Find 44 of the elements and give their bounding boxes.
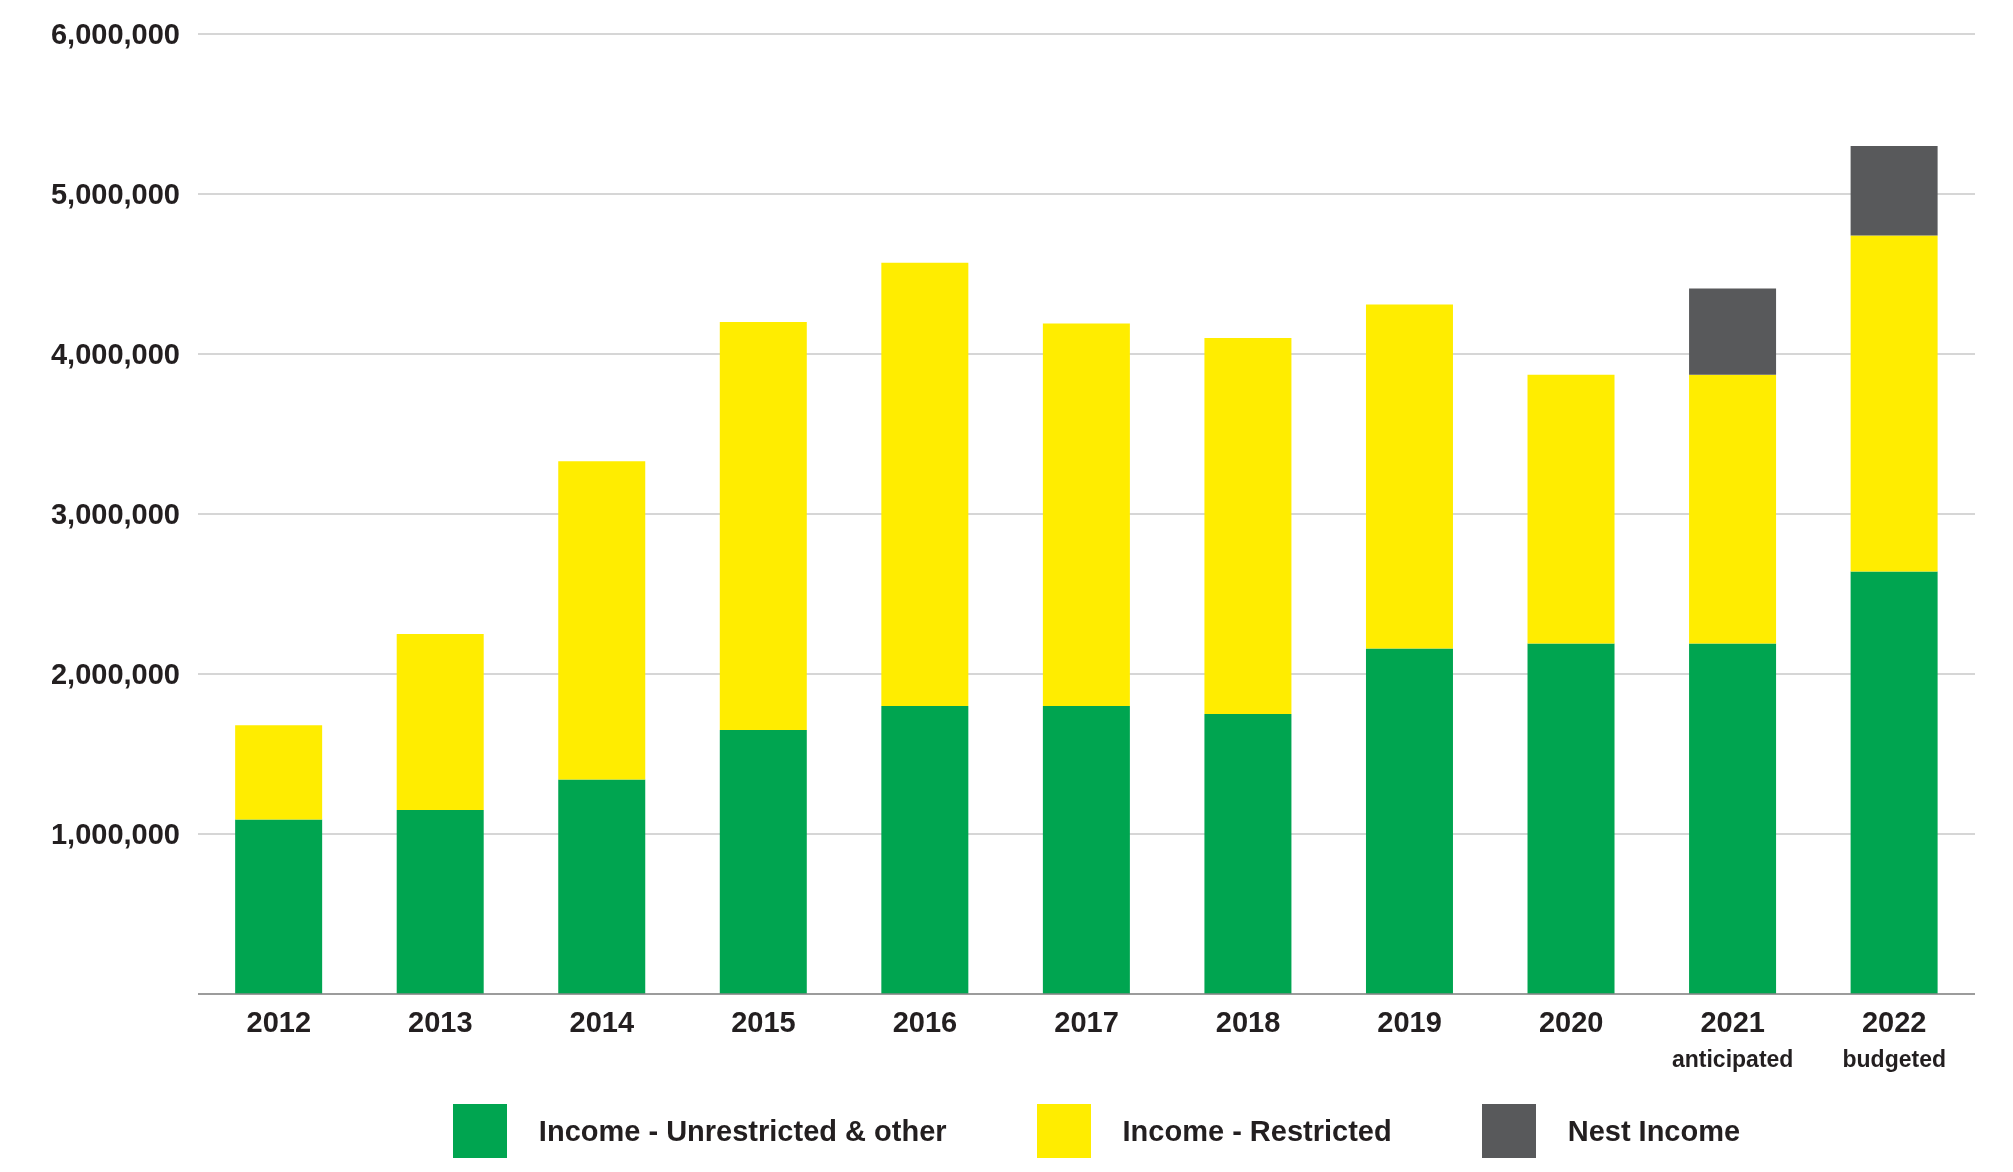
- bar: [558, 461, 646, 780]
- bar: [719, 730, 807, 994]
- bar: [881, 262, 969, 706]
- x-tick-label: 2020: [1538, 1006, 1604, 1038]
- x-tick-label: 2021 anticipated: [1671, 1006, 1794, 1072]
- x-tick-label: 2017: [1054, 1006, 1119, 1038]
- bar: [881, 706, 969, 994]
- x-tick-label: 2022 budgeted: [1842, 1006, 1946, 1072]
- x-tick-label: 2012: [246, 1006, 312, 1038]
- legend-label: Income - Restricted: [1122, 1114, 1392, 1148]
- x-tick-label: 2014: [569, 1006, 635, 1038]
- bar: [1204, 714, 1292, 994]
- x-tick-label: 2016: [892, 1006, 958, 1038]
- x-tick-label: 2018: [1215, 1006, 1281, 1038]
- bar: [1042, 706, 1130, 994]
- x-tick-label: 2015: [731, 1006, 796, 1038]
- y-tick-label: 4,000,000: [50, 338, 180, 371]
- x-tick-label: 2019: [1377, 1006, 1442, 1038]
- bar: [235, 725, 323, 820]
- legend-label: Nest Income: [1567, 1114, 1741, 1148]
- bar: [1850, 146, 1938, 236]
- bar: [1204, 338, 1292, 714]
- y-tick-label: 6,000,000: [50, 18, 180, 51]
- bar: [1689, 374, 1777, 644]
- y-tick-label: 1,000,000: [50, 818, 180, 851]
- legend-label: Income - Unrestricted & other: [538, 1114, 947, 1148]
- bar: [1850, 571, 1938, 994]
- y-tick-label: 3,000,000: [50, 498, 180, 531]
- bar: [1042, 323, 1130, 706]
- bar: [1527, 643, 1615, 994]
- y-tick-label: 2,000,000: [50, 658, 180, 691]
- bar: [1365, 648, 1453, 994]
- bar: [1527, 374, 1615, 644]
- bar: [719, 322, 807, 730]
- bar: [558, 779, 646, 994]
- y-tick-label: 5,000,000: [50, 178, 180, 211]
- bar: [1689, 288, 1777, 375]
- bar: [1850, 235, 1938, 572]
- x-tick-label: 2013: [408, 1006, 473, 1038]
- bar: [235, 819, 323, 994]
- bar: [1689, 643, 1777, 994]
- bar: [396, 810, 484, 994]
- bar: [1365, 304, 1453, 649]
- bar: [396, 634, 484, 810]
